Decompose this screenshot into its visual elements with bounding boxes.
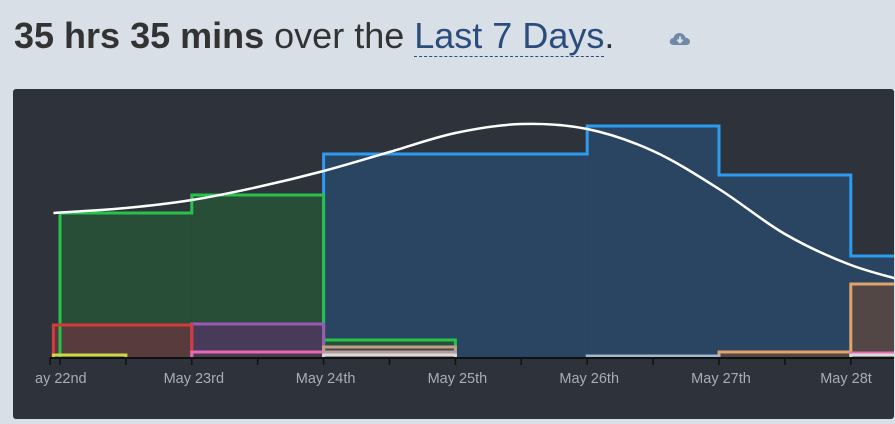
summary-headline: 35 hrs 35 mins over the Last 7 Days. (14, 12, 614, 60)
date-range-selector[interactable]: Last 7 Days (414, 15, 605, 57)
step-line-10 (322, 353, 894, 357)
total-time: 35 hrs 35 mins (14, 15, 265, 56)
trend-line (53, 122, 894, 280)
step-fill-0-1 (587, 126, 719, 357)
x-tick-label-4: May 26th (559, 371, 619, 387)
step-line-8 (51, 353, 128, 357)
x-tick-label-2: May 24th (296, 371, 356, 387)
step-fill-4-0 (53, 325, 192, 357)
step-line-2 (717, 282, 894, 357)
x-tick-label-5: May 27th (691, 371, 751, 387)
step-fill-5-0 (191, 352, 324, 357)
summary-connector: over the (274, 15, 405, 56)
x-tick-label-0: ay 22nd (35, 371, 87, 387)
cloud-download-icon[interactable] (668, 29, 692, 49)
x-tick-label-1: May 23rd (164, 371, 224, 387)
step-fill-0-0 (323, 154, 588, 357)
step-fill-2-0 (719, 352, 851, 357)
chart-svg: ay 22nd May 23rd May 24th May 25th May 26th M… (35, 122, 894, 387)
step-line-1 (58, 193, 457, 357)
step-line-9 (585, 354, 721, 358)
step-line-0 (322, 124, 894, 357)
step-line-4 (51, 323, 194, 357)
x-tick-label-3: May 25th (428, 371, 488, 387)
summary-period: . (604, 15, 615, 56)
x-tick-label-6: May 28t (820, 371, 872, 387)
step-fill-2-1 (850, 284, 894, 357)
activity-chart: ay 22nd May 23rd May 24th May 25th May 26th M… (13, 89, 894, 419)
